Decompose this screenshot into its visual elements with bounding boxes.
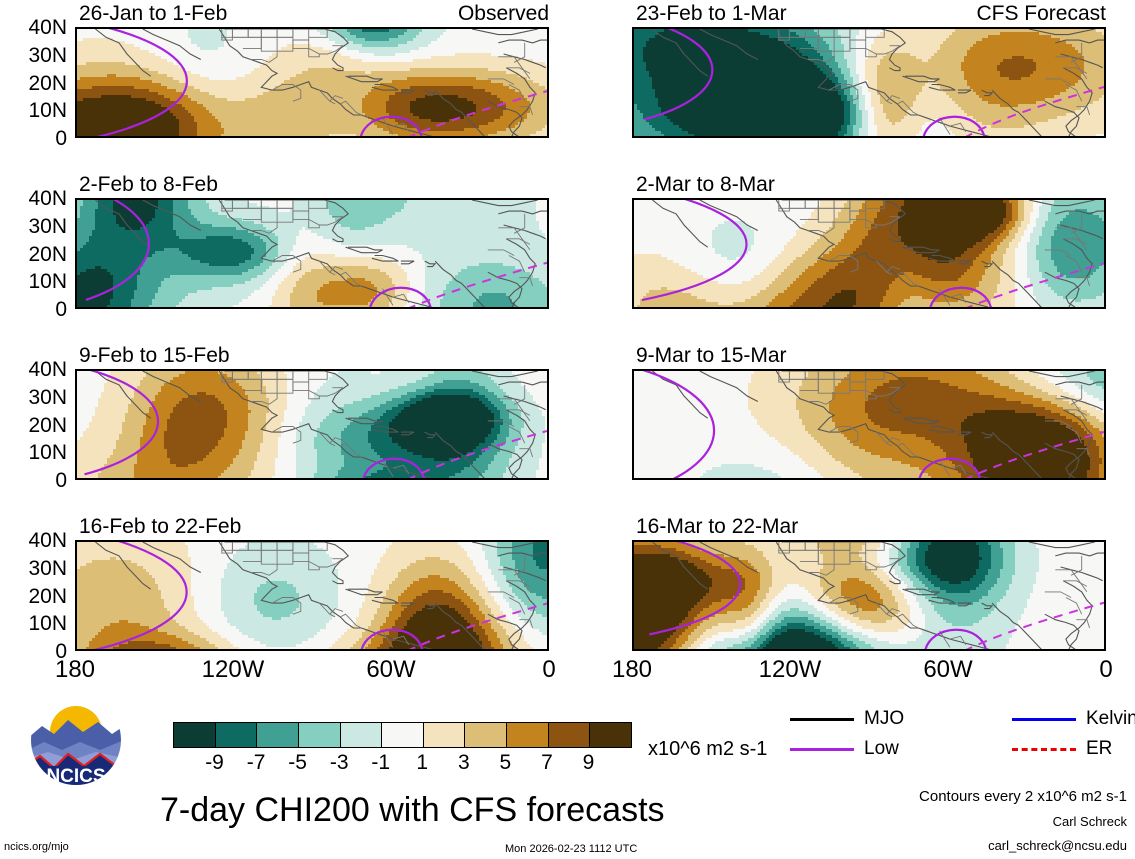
y-axis-tick-label: 30N xyxy=(3,45,67,66)
legend-label: Low xyxy=(864,739,899,758)
colorbar-tick-label: -3 xyxy=(314,752,364,773)
y-axis-tick-label: 20N xyxy=(3,415,67,436)
ncics-logo: NCICS xyxy=(28,692,124,788)
author-name: Carl Schreck xyxy=(700,815,1127,829)
author-email: carl_schreck@ncsu.edu xyxy=(700,839,1127,853)
map-panel xyxy=(632,27,1106,138)
colorbar-cell xyxy=(257,723,299,747)
y-axis-tick-label: 0 xyxy=(3,299,67,320)
panel-title: 26-Jan to 1-Feb xyxy=(79,3,227,24)
legend-line-low xyxy=(790,748,854,751)
colorbar-cell xyxy=(423,723,466,747)
panel-title: 2-Feb to 8-Feb xyxy=(79,174,218,195)
colorbar-cell xyxy=(465,723,508,747)
y-axis-tick-label: 0 xyxy=(3,128,67,149)
legend-line-kelvin-x2 xyxy=(1012,718,1076,721)
colorbar-tick-label: 9 xyxy=(563,752,613,773)
colorbar-tick-label: 7 xyxy=(522,752,572,773)
colorbar-tick-label: -7 xyxy=(231,752,281,773)
panel-title: 2-Mar to 8-Mar xyxy=(636,174,775,195)
y-axis-tick-label: 20N xyxy=(3,244,67,265)
timestamp: Mon 2026-02-23 1112 UTC xyxy=(505,843,637,855)
x-axis-tick-label: 0 xyxy=(509,658,589,682)
colorbar-cell xyxy=(382,723,424,747)
map-panel xyxy=(632,198,1106,309)
y-axis-tick-label: 20N xyxy=(3,73,67,94)
colorbar-units-label: x10^6 m2 s-1 xyxy=(648,738,767,761)
column-header-right: CFS Forecast xyxy=(632,3,1106,24)
legend-label: Kelvin x2 xyxy=(1086,709,1135,728)
colorbar-cell xyxy=(174,723,216,747)
y-axis-tick-label: 40N xyxy=(3,530,67,551)
colorbar-tick-label: -1 xyxy=(356,752,406,773)
panel-title: 9-Mar to 15-Mar xyxy=(636,345,787,366)
colorbar-cell xyxy=(340,723,383,747)
colorbar-cell xyxy=(298,723,341,747)
y-axis-tick-label: 40N xyxy=(3,188,67,209)
y-axis-tick-label: 20N xyxy=(3,586,67,607)
colorbar-tick-label: -9 xyxy=(190,752,240,773)
map-panel xyxy=(75,27,549,138)
map-panel xyxy=(75,369,549,480)
panel-title: 23-Feb to 1-Mar xyxy=(636,3,787,24)
site-url: ncics.org/mjo xyxy=(4,841,69,853)
colorbar-tick-label: 5 xyxy=(480,752,530,773)
y-axis-tick-label: 10N xyxy=(3,271,67,292)
x-axis-tick-label: 120W xyxy=(750,658,830,682)
y-axis-tick-label: 30N xyxy=(3,387,67,408)
x-axis-tick-label: 180 xyxy=(592,658,672,682)
colorbar-cell xyxy=(215,723,258,747)
map-panel xyxy=(632,369,1106,480)
panel-title: 16-Feb to 22-Feb xyxy=(79,516,241,537)
map-panel xyxy=(75,198,549,309)
colorbar-cell xyxy=(548,723,591,747)
x-axis-tick-label: 120W xyxy=(193,658,273,682)
x-axis-tick-label: 180 xyxy=(35,658,115,682)
colorbar xyxy=(173,722,632,748)
panel-title: 16-Mar to 22-Mar xyxy=(636,516,798,537)
colorbar-tick-label: -5 xyxy=(273,752,323,773)
panel-title: 9-Feb to 15-Feb xyxy=(79,345,230,366)
y-axis-tick-label: 0 xyxy=(3,470,67,491)
colorbar-cell xyxy=(590,723,632,747)
x-axis-tick-label: 0 xyxy=(1066,658,1135,682)
map-panel xyxy=(75,540,549,651)
y-axis-tick-label: 30N xyxy=(3,216,67,237)
legend-label: MJO xyxy=(864,709,904,728)
map-panel xyxy=(632,540,1106,651)
x-axis-tick-label: 60W xyxy=(908,658,988,682)
y-axis-tick-label: 10N xyxy=(3,442,67,463)
colorbar-cell xyxy=(507,723,549,747)
legend-line-er xyxy=(1012,748,1076,751)
y-axis-tick-label: 40N xyxy=(3,17,67,38)
y-axis-tick-label: 10N xyxy=(3,100,67,121)
column-header-left: Observed xyxy=(75,3,549,24)
contour-note: Contours every 2 x10^6 m2 s-1 xyxy=(700,789,1127,805)
colorbar-tick-label: 3 xyxy=(439,752,489,773)
logo-label: NCICS xyxy=(46,766,105,787)
colorbar-tick-label: 1 xyxy=(397,752,447,773)
legend-label: ER xyxy=(1086,739,1112,758)
y-axis-tick-label: 40N xyxy=(3,359,67,380)
y-axis-tick-label: 30N xyxy=(3,558,67,579)
y-axis-tick-label: 0 xyxy=(3,641,67,662)
legend-line-mjo xyxy=(790,718,854,721)
x-axis-tick-label: 60W xyxy=(351,658,431,682)
y-axis-tick-label: 10N xyxy=(3,613,67,634)
main-title: 7-day CHI200 with CFS forecasts xyxy=(160,793,665,827)
